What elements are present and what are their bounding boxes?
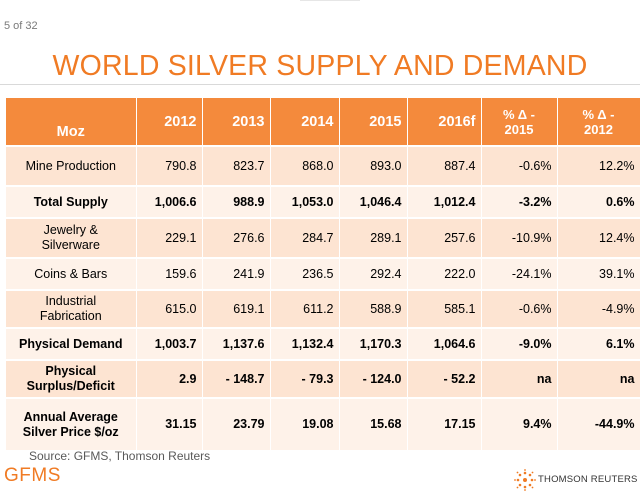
table-cell: 241.9 xyxy=(202,257,271,290)
header-cell: 2014 xyxy=(270,98,340,146)
table-cell: 615.0 xyxy=(136,289,203,328)
table-cell: - 79.3 xyxy=(270,359,340,398)
table-cell: 1,170.3 xyxy=(339,327,408,360)
supply-demand-table: Moz 2012 2013 2014 2015 2016f% Δ -2015% Δ -20… xyxy=(6,98,640,450)
table-body: Mine Production 790.8 823.7 868.0 893.0 887.4… xyxy=(6,145,640,450)
table-cell: 39.1% xyxy=(557,257,640,290)
table-cell: -0.6% xyxy=(481,289,558,328)
row-label: Coins & Bars xyxy=(6,257,137,290)
table-cell: - 52.2 xyxy=(407,359,482,398)
table-cell: -3.2% xyxy=(481,185,558,218)
table-cell: 823.7 xyxy=(202,145,271,186)
table-cell: na xyxy=(557,359,640,398)
table-cell: 1,132.4 xyxy=(270,327,340,360)
table-cell: -4.9% xyxy=(557,289,640,328)
table-cell: 31.15 xyxy=(136,397,203,450)
table-cell: 17.15 xyxy=(407,397,482,450)
top-bar-indicator xyxy=(300,0,360,4)
row-label: Physical Demand xyxy=(6,327,137,360)
table-row: Jewelry & Silverware 229.1 276.6 284.7 289.1 2… xyxy=(6,217,640,258)
table-row: Industrial Fabrication 615.0 619.1 611.2 588.… xyxy=(6,289,640,328)
table-cell: na xyxy=(481,359,558,398)
top-bar xyxy=(0,0,640,6)
table-cell: 289.1 xyxy=(339,217,408,258)
row-label: Total Supply xyxy=(6,185,137,218)
table-row: Coins & Bars 159.6 241.9 236.5 292.4 222.0 -24… xyxy=(6,257,640,290)
table-row: Physical Surplus/Deficit 2.9- 148.7- 79.3-… xyxy=(6,359,640,398)
table-cell: 1,006.6 xyxy=(136,185,203,218)
table-cell: 15.68 xyxy=(339,397,408,450)
table-cell: 585.1 xyxy=(407,289,482,328)
table-cell: - 148.7 xyxy=(202,359,271,398)
table-cell: 1,012.4 xyxy=(407,185,482,218)
header-cell: 2012 xyxy=(136,98,203,146)
table-cell: 1,053.0 xyxy=(270,185,340,218)
table-cell: 619.1 xyxy=(202,289,271,328)
table-cell: 9.4% xyxy=(481,397,558,450)
table-row: Annual Average Silver Price $/oz 31.15 23.7… xyxy=(6,397,640,450)
table-cell: 611.2 xyxy=(270,289,340,328)
table-row: Physical Demand 1,003.7 1,137.6 1,132.4 1,17… xyxy=(6,327,640,360)
header-cell: % Δ -2015 xyxy=(481,98,558,146)
table-cell: 23.79 xyxy=(202,397,271,450)
row-label: Physical Surplus/Deficit xyxy=(6,359,137,398)
row-label: Jewelry & Silverware xyxy=(6,217,137,258)
header-cell: 2013 xyxy=(202,98,271,146)
slide-title: WORLD SILVER SUPPLY AND DEMAND xyxy=(52,50,588,82)
table-cell: -0.6% xyxy=(481,145,558,186)
header-cell: 2015 xyxy=(339,98,408,146)
table-cell: 6.1% xyxy=(557,327,640,360)
table-cell: 222.0 xyxy=(407,257,482,290)
table-cell: -9.0% xyxy=(481,327,558,360)
table-cell: 893.0 xyxy=(339,145,408,186)
table-cell: 2.9 xyxy=(136,359,203,398)
table-cell: 236.5 xyxy=(270,257,340,290)
table-cell: 887.4 xyxy=(407,145,482,186)
row-label: Annual Average Silver Price $/oz xyxy=(6,397,137,450)
table-cell: 0.6% xyxy=(557,185,640,218)
table-row: Total Supply 1,006.6 988.9 1,053.0 1,046.4 1,… xyxy=(6,185,640,218)
thomson-reuters-label: THOMSON REUTERS xyxy=(538,474,638,485)
table-cell: 988.9 xyxy=(202,185,271,218)
table-cell: 229.1 xyxy=(136,217,203,258)
page-count: 5 of 32 xyxy=(4,20,38,32)
table-cell: - 124.0 xyxy=(339,359,408,398)
table-header-row: Moz 2012 2013 2014 2015 2016f% Δ -2015% Δ -20… xyxy=(6,98,640,146)
table-cell: 1,137.6 xyxy=(202,327,271,360)
table-row: Mine Production 790.8 823.7 868.0 893.0 887.4… xyxy=(6,145,640,186)
table-cell: 12.4% xyxy=(557,217,640,258)
thomson-reuters-icon xyxy=(514,469,536,491)
table-cell: 12.2% xyxy=(557,145,640,186)
table-cell: 19.08 xyxy=(270,397,340,450)
table-cell: 257.6 xyxy=(407,217,482,258)
row-label: Mine Production xyxy=(6,145,137,186)
table-cell: 868.0 xyxy=(270,145,340,186)
thomson-reuters-logo: THOMSON REUTERS xyxy=(514,469,638,491)
table-cell: -24.1% xyxy=(481,257,558,290)
table-cell: 284.7 xyxy=(270,217,340,258)
table-cell: 790.8 xyxy=(136,145,203,186)
title-divider xyxy=(0,84,640,85)
table-cell: -44.9% xyxy=(557,397,640,450)
header-cell: % Δ -2012 xyxy=(557,98,640,146)
row-label: Industrial Fabrication xyxy=(6,289,137,328)
table-cell: 1,003.7 xyxy=(136,327,203,360)
table-cell: 276.6 xyxy=(202,217,271,258)
table-cell: 1,046.4 xyxy=(339,185,408,218)
table-cell: 1,064.6 xyxy=(407,327,482,360)
table-cell: 159.6 xyxy=(136,257,203,290)
source-note: Source: GFMS, Thomson Reuters xyxy=(29,449,211,463)
gfms-logo: GFMS xyxy=(4,465,61,486)
header-cell: 2016f xyxy=(407,98,482,146)
table-cell: 292.4 xyxy=(339,257,408,290)
table-cell: 588.9 xyxy=(339,289,408,328)
table-cell: -10.9% xyxy=(481,217,558,258)
header-label: Moz xyxy=(6,98,137,146)
